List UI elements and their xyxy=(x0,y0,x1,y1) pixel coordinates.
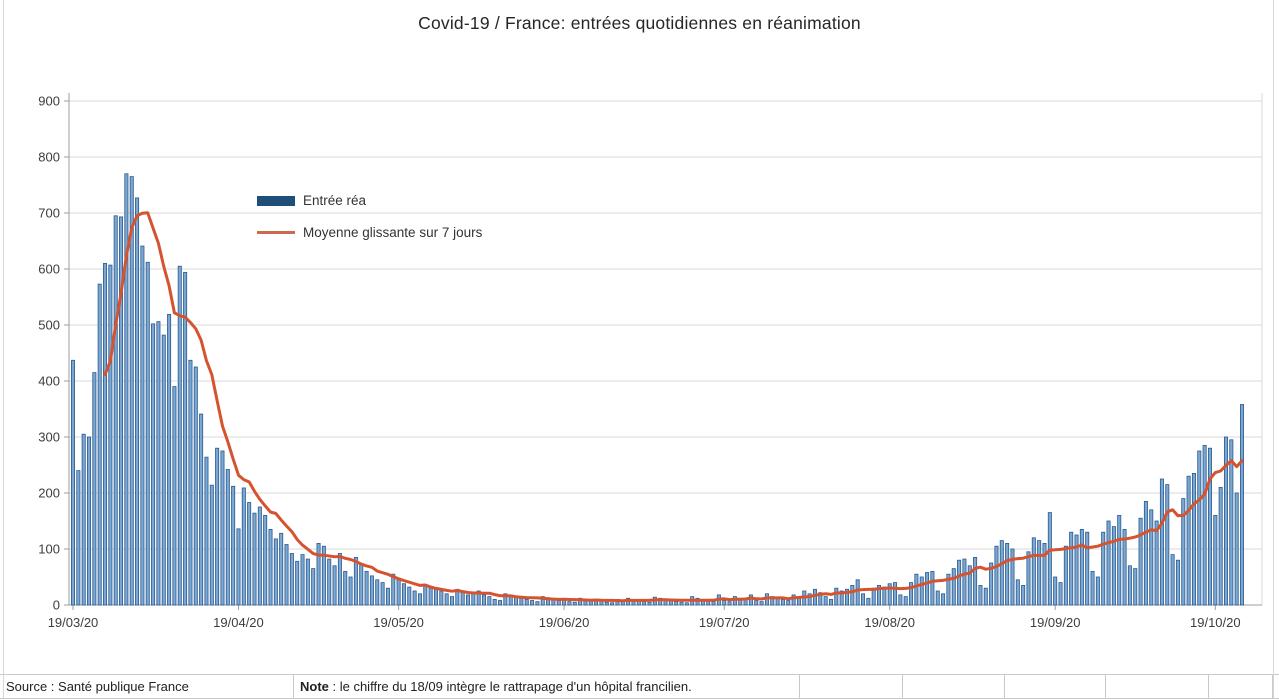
legend-item-entree-rea: Entrée réa xyxy=(257,193,482,208)
legend-label-moyenne: Moyenne glissante sur 7 jours xyxy=(303,225,483,240)
sheet-border-left xyxy=(3,0,4,698)
svg-text:200: 200 xyxy=(38,486,60,501)
svg-text:500: 500 xyxy=(38,318,60,333)
svg-text:600: 600 xyxy=(38,262,60,277)
empty-cell xyxy=(800,675,903,698)
svg-text:19/08/20: 19/08/20 xyxy=(864,615,915,630)
svg-text:19/10/20: 19/10/20 xyxy=(1190,615,1241,630)
svg-text:300: 300 xyxy=(38,430,60,445)
svg-text:900: 900 xyxy=(38,94,60,109)
sheet-footer-row: Source : Santé publique France Note : le… xyxy=(0,674,1279,699)
legend-label-entree-rea: Entrée réa xyxy=(303,193,367,208)
empty-cell xyxy=(1106,675,1209,698)
source-cell: Source : Santé publique France xyxy=(0,675,294,698)
svg-text:800: 800 xyxy=(38,150,60,165)
svg-text:100: 100 xyxy=(38,542,60,557)
sheet-border-right xyxy=(1273,0,1274,698)
svg-text:0: 0 xyxy=(53,598,60,613)
chart-plot-canvas: 0 100 200 300 400 500 600 700 800 900 19/03/20 19/0… xyxy=(38,93,1263,630)
svg-text:19/03/20: 19/03/20 xyxy=(48,615,99,630)
note-cell: Note : le chiffre du 18/09 intègre le ra… xyxy=(294,675,800,698)
chart-title: Covid-19 / France: entrées quotidiennes … xyxy=(418,13,861,33)
bar-series-swatch-icon xyxy=(257,195,295,206)
legend-item-moyenne: Moyenne glissante sur 7 jours xyxy=(257,225,482,240)
empty-cell xyxy=(1209,675,1273,698)
source-text: Source : Santé publique France xyxy=(6,679,189,694)
svg-text:19/04/20: 19/04/20 xyxy=(213,615,264,630)
empty-cell xyxy=(903,675,1005,698)
note-text: : le chiffre du 18/09 intègre le rattrap… xyxy=(328,679,692,694)
chart-legend: Entrée réa Moyenne glissante sur 7 jours xyxy=(257,193,482,240)
svg-text:19/05/20: 19/05/20 xyxy=(373,615,424,630)
svg-text:19/09/20: 19/09/20 xyxy=(1030,615,1081,630)
line-series-swatch-icon xyxy=(257,231,295,234)
svg-text:19/07/20: 19/07/20 xyxy=(699,615,750,630)
note-label: Note xyxy=(300,679,329,694)
svg-text:19/06/20: 19/06/20 xyxy=(539,615,590,630)
svg-text:700: 700 xyxy=(38,206,60,221)
empty-cell xyxy=(1005,675,1106,698)
svg-text:400: 400 xyxy=(38,374,60,389)
